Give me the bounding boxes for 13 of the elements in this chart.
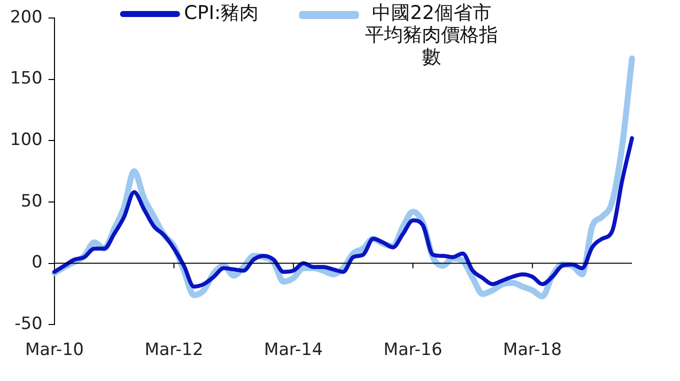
x-tick-label: Mar-14 bbox=[264, 340, 323, 360]
x-tick-label: Mar-10 bbox=[25, 340, 84, 360]
y-tick-label: 100 bbox=[10, 130, 42, 150]
legend-label: CPI:豬肉 bbox=[184, 2, 259, 24]
y-tick-label: -50 bbox=[14, 314, 42, 334]
y-tick-label: 50 bbox=[20, 191, 42, 212]
legend-label: 中國22個省市平均豬肉價格指數 bbox=[364, 2, 500, 68]
x-tick-label: Mar-16 bbox=[384, 340, 442, 360]
x-tick-label: Mar-12 bbox=[144, 340, 204, 360]
x-tick-label: Mar-18 bbox=[503, 340, 562, 360]
y-tick-label: 0 bbox=[32, 252, 42, 273]
y-tick-label: 150 bbox=[10, 68, 42, 89]
y-tick-label: 200 bbox=[10, 7, 42, 28]
